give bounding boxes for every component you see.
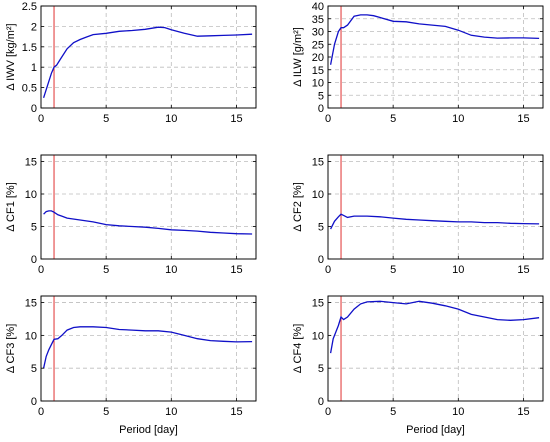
y-tick-label: 20 — [312, 52, 324, 64]
x-tick-label: 15 — [517, 406, 529, 418]
series-line — [329, 14, 540, 65]
series-line — [330, 213, 540, 230]
x-axis-label: Period [day] — [119, 424, 178, 436]
y-tick-label: 15 — [312, 65, 324, 77]
y-tick-label: 5 — [31, 363, 37, 375]
chart-panel-4: 0 5 10 15 0 5 10 15 Δ CF2 [%] — [292, 154, 544, 276]
x-tick-label: 5 — [390, 264, 396, 276]
y-tick-label: 10 — [312, 78, 324, 90]
plot-area — [40, 295, 257, 402]
y-tick-label: 0 — [318, 103, 324, 115]
plot-border — [40, 295, 257, 402]
y-tick-label: 1 — [31, 62, 37, 74]
y-tick-label: 1.5 — [22, 42, 37, 54]
y-tick-label: 2.5 — [22, 1, 37, 13]
x-tick-label: 15 — [517, 113, 529, 125]
plot-border — [327, 295, 544, 402]
x-tick-label: 10 — [452, 264, 464, 276]
plot-area — [327, 154, 544, 260]
x-tick-label: 5 — [103, 113, 109, 125]
x-tick-label: 0 — [38, 113, 44, 125]
x-tick-label: 10 — [165, 406, 177, 418]
y-tick-label: 40 — [312, 1, 324, 13]
y-tick-label: 35 — [312, 14, 324, 26]
y-axis-label: Δ CF1 [%] — [5, 182, 17, 232]
x-tick-label: 5 — [103, 264, 109, 276]
y-axis-label: Δ CF4 [%] — [292, 324, 304, 374]
y-axis-label: Δ CF3 [%] — [5, 324, 17, 374]
y-tick-label: 10 — [25, 189, 37, 201]
y-tick-label: 15 — [25, 298, 37, 310]
y-axis-label: Δ CF2 [%] — [292, 182, 304, 232]
series-line — [329, 300, 540, 354]
plot-border — [40, 5, 257, 109]
y-tick-label: 5 — [318, 90, 324, 102]
y-axis-label: Δ ILW [g/m²] — [292, 27, 304, 87]
y-tick-label: 0 — [318, 254, 324, 266]
x-tick-label: 5 — [103, 406, 109, 418]
y-tick-label: 0 — [318, 396, 324, 408]
chart-panel-5: 0 5 10 15 0 5 10 15 Δ CF3 [%] Period [day] — [5, 295, 257, 436]
x-tick-label: 0 — [38, 264, 44, 276]
y-tick-label: 2 — [31, 21, 37, 33]
series-line — [43, 210, 253, 235]
y-tick-label: 0 — [31, 103, 37, 115]
chart-panel-6: 0 5 10 15 0 5 10 15 Δ CF4 [%] Period [day] — [292, 295, 544, 436]
x-tick-label: 5 — [390, 113, 396, 125]
x-tick-label: 0 — [325, 264, 331, 276]
plot-border — [40, 154, 257, 260]
x-tick-label: 15 — [230, 264, 242, 276]
y-tick-label: 15 — [312, 157, 324, 169]
chart-panel-1: 0 5 10 15 0 0.5 1 1.5 2 2.5 Δ IWV [kg/m²] — [5, 1, 257, 125]
y-tick-label: 5 — [31, 222, 37, 234]
y-tick-label: 10 — [312, 189, 324, 201]
series-line — [42, 326, 253, 369]
x-tick-label: 10 — [452, 113, 464, 125]
y-tick-label: 30 — [312, 27, 324, 39]
y-tick-label: 15 — [25, 157, 37, 169]
y-tick-label: 5 — [318, 222, 324, 234]
x-tick-label: 15 — [230, 406, 242, 418]
x-axis-label: Period [day] — [406, 424, 465, 436]
x-tick-label: 15 — [230, 113, 242, 125]
x-tick-label: 10 — [165, 113, 177, 125]
x-tick-label: 15 — [517, 264, 529, 276]
chart-panel-3: 0 5 10 15 0 5 10 15 Δ CF1 [%] — [5, 154, 257, 276]
plot-border — [327, 154, 544, 260]
plot-area — [40, 5, 257, 109]
y-tick-label: 15 — [312, 298, 324, 310]
x-tick-label: 10 — [165, 264, 177, 276]
plot-area — [40, 154, 257, 260]
x-tick-label: 0 — [38, 406, 44, 418]
y-tick-label: 10 — [25, 330, 37, 342]
x-tick-label: 0 — [325, 113, 331, 125]
y-tick-label: 0 — [31, 254, 37, 266]
y-axis-label: Δ IWV [kg/m²] — [5, 23, 17, 90]
plot-area — [327, 295, 544, 402]
y-tick-label: 0.5 — [22, 83, 37, 95]
y-tick-label: 0 — [31, 396, 37, 408]
y-tick-label: 25 — [312, 39, 324, 51]
x-tick-label: 5 — [390, 406, 396, 418]
y-tick-label: 10 — [312, 330, 324, 342]
x-tick-label: 10 — [452, 406, 464, 418]
series-line — [42, 26, 253, 98]
y-tick-label: 5 — [318, 363, 324, 375]
x-tick-label: 0 — [325, 406, 331, 418]
